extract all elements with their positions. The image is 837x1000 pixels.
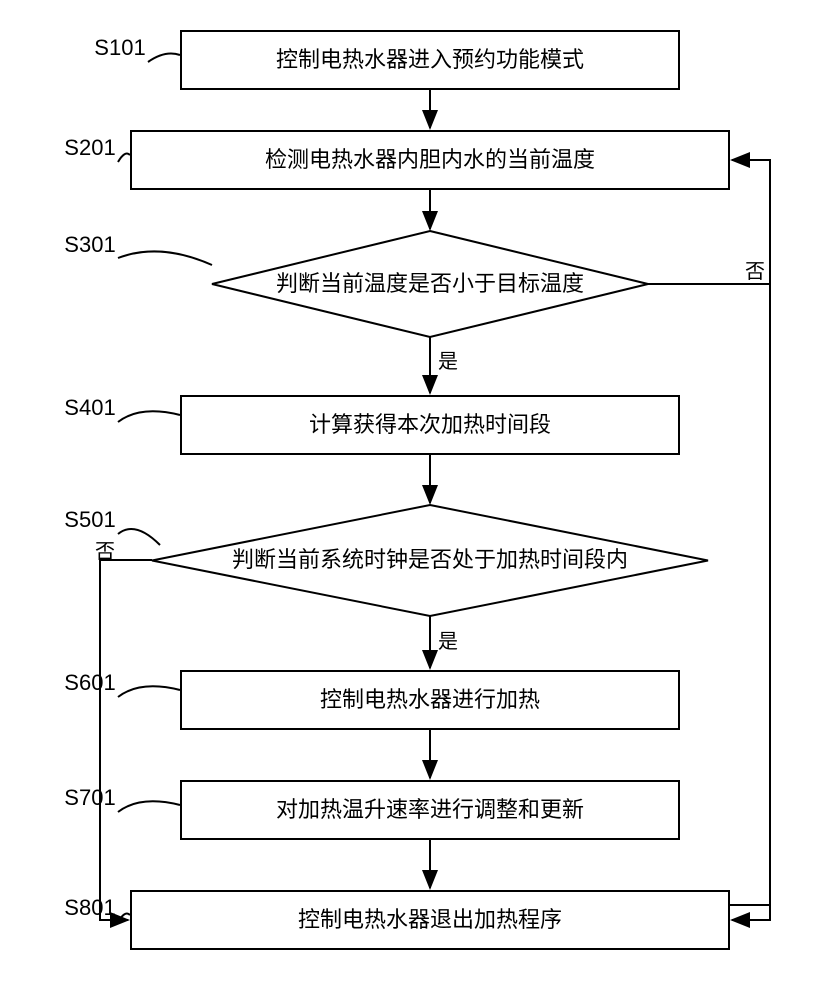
node-s301-text: 判断当前温度是否小于目标温度 xyxy=(276,270,584,299)
node-s201-text: 检测电热水器内胆内水的当前温度 xyxy=(265,146,595,175)
branch-s501-no: 否 xyxy=(95,535,115,564)
node-s601-text: 控制电热水器进行加热 xyxy=(320,686,540,715)
node-s701: 对加热温升速率进行调整和更新 xyxy=(180,780,680,840)
label-s501: S501 xyxy=(60,507,120,533)
node-s801-text: 控制电热水器退出加热程序 xyxy=(298,906,562,935)
label-s601: S601 xyxy=(60,670,120,696)
node-s701-text: 对加热温升速率进行调整和更新 xyxy=(276,796,584,825)
label-s201: S201 xyxy=(60,135,120,161)
branch-s301-yes: 是 xyxy=(438,345,458,374)
flowchart-canvas: S101 控制电热水器进入预约功能模式 S201 检测电热水器内胆内水的当前温度… xyxy=(0,0,837,1000)
branch-s501-yes: 是 xyxy=(438,625,458,654)
branch-s301-no: 否 xyxy=(745,255,765,284)
label-s101: S101 xyxy=(90,35,150,61)
node-s401-text: 计算获得本次加热时间段 xyxy=(309,411,551,440)
node-s101-text: 控制电热水器进入预约功能模式 xyxy=(276,46,584,75)
node-s201: 检测电热水器内胆内水的当前温度 xyxy=(130,130,730,190)
node-s501: 判断当前系统时钟是否处于加热时间段内 xyxy=(150,503,710,618)
node-s301: 判断当前温度是否小于目标温度 xyxy=(210,229,650,339)
node-s601: 控制电热水器进行加热 xyxy=(180,670,680,730)
label-s701: S701 xyxy=(60,785,120,811)
label-s801: S801 xyxy=(60,895,120,921)
node-s401: 计算获得本次加热时间段 xyxy=(180,395,680,455)
node-s101: 控制电热水器进入预约功能模式 xyxy=(180,30,680,90)
node-s801: 控制电热水器退出加热程序 xyxy=(130,890,730,950)
label-s301: S301 xyxy=(60,232,120,258)
node-s501-text: 判断当前系统时钟是否处于加热时间段内 xyxy=(232,546,628,575)
label-s401: S401 xyxy=(60,395,120,421)
